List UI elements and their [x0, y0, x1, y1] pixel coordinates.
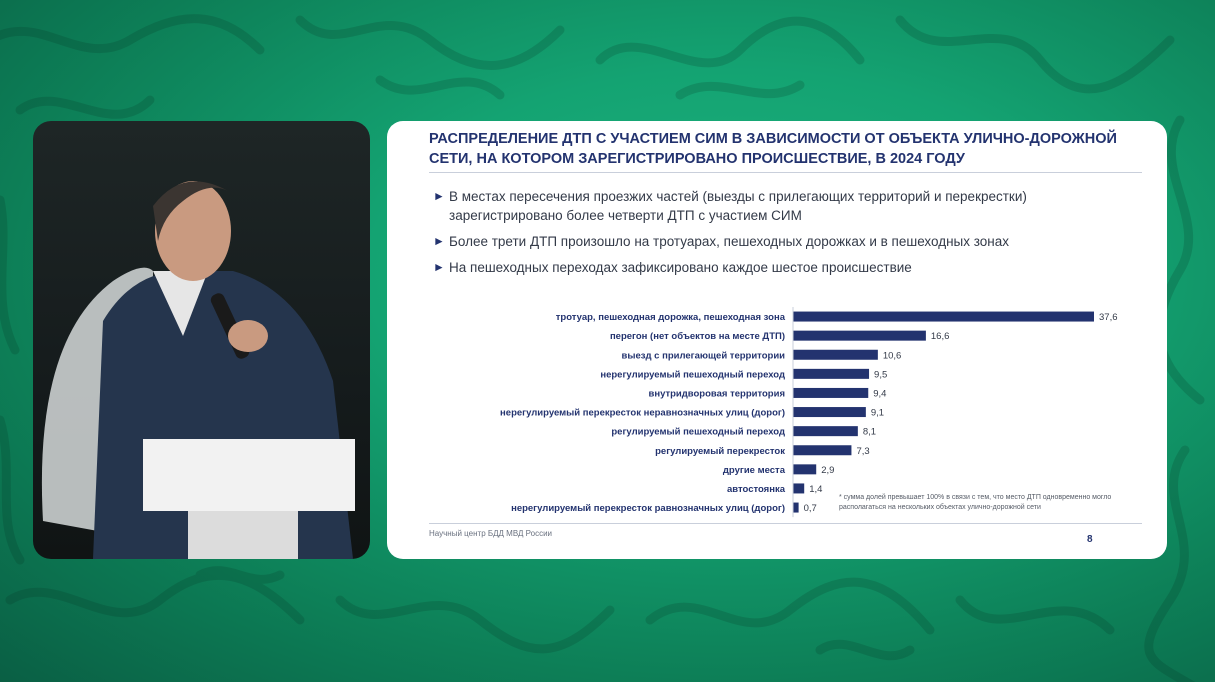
footer-source: Научный центр БДД МВД России: [429, 529, 553, 538]
bullet-text: Более трети ДТП произошло на тротуарах, …: [449, 234, 1010, 249]
speaker-video-panel: [33, 121, 370, 559]
bar: [793, 464, 817, 475]
bullet-arrow-icon: ►: [433, 189, 445, 203]
bar: [793, 445, 852, 456]
category-label: регулируемый пешеходный переход: [611, 427, 785, 438]
value-label: 8,1: [863, 427, 876, 438]
bullet-item: ► На пешеходных переходах зафиксировано …: [433, 258, 1133, 277]
category-label: внутридворовая территория: [648, 388, 785, 399]
bullet-text: На пешеходных переходах зафиксировано ка…: [449, 260, 912, 275]
bar: [793, 387, 869, 398]
category-label: автостоянка: [727, 484, 786, 495]
bullet-arrow-icon: ►: [433, 234, 445, 248]
value-label: 9,4: [873, 388, 886, 399]
chart-footnote: * сумма долей превышает 100% в связи с т…: [839, 494, 1112, 511]
category-label: нерегулируемый пешеходный переход: [600, 369, 785, 380]
category-label: выезд с прилегающей территории: [622, 350, 786, 361]
bullet-item: ► Более трети ДТП произошло на тротуарах…: [433, 232, 1133, 251]
value-label: 9,5: [874, 369, 887, 380]
value-label: 9,1: [871, 408, 884, 419]
bar: [793, 407, 866, 418]
bar: [793, 330, 926, 341]
value-label: 0,7: [804, 503, 817, 514]
title-divider: [429, 172, 1142, 173]
page-number: 8: [1087, 534, 1093, 545]
bar: [793, 349, 878, 360]
category-label: перегон (нет объектов на месте ДТП): [610, 331, 785, 342]
category-label: нерегулируемый перекресток равнозначных …: [511, 503, 785, 514]
presentation-slide: РАСПРЕДЕЛЕНИЕ ДТП С УЧАСТИЕМ СИМ В ЗАВИС…: [387, 121, 1167, 559]
bar: [793, 502, 799, 513]
category-label: нерегулируемый перекресток неравнозначны…: [500, 408, 785, 419]
bar: [793, 483, 805, 494]
footer-divider: [429, 523, 1142, 524]
bullet-item: ► В местах пересечения проезжих частей (…: [433, 187, 1133, 225]
value-label: 1,4: [809, 484, 822, 495]
bullet-arrow-icon: ►: [433, 260, 445, 274]
category-label: регулируемый перекресток: [655, 446, 785, 457]
slide-title: РАСПРЕДЕЛЕНИЕ ДТП С УЧАСТИЕМ СИМ В ЗАВИС…: [429, 131, 1117, 167]
bullet-list: ► В местах пересечения проезжих частей (…: [433, 187, 1133, 284]
value-label: 10,6: [883, 350, 902, 361]
bullet-text: В местах пересечения проезжих частей (вы…: [449, 189, 1027, 223]
category-label: другие места: [723, 465, 786, 476]
bar: [793, 426, 858, 437]
category-label: тротуар, пешеходная дорожка, пешеходная …: [556, 312, 786, 323]
bar: [793, 368, 870, 379]
value-label: 37,6: [1099, 312, 1118, 323]
speaker-illustration: [41, 181, 355, 559]
value-label: 7,3: [856, 446, 869, 457]
bar: [793, 311, 1094, 322]
value-label: 16,6: [931, 331, 950, 342]
bar-chart: тротуар, пешеходная дорожка, пешеходная …: [500, 307, 1118, 518]
value-label: 2,9: [821, 465, 834, 476]
